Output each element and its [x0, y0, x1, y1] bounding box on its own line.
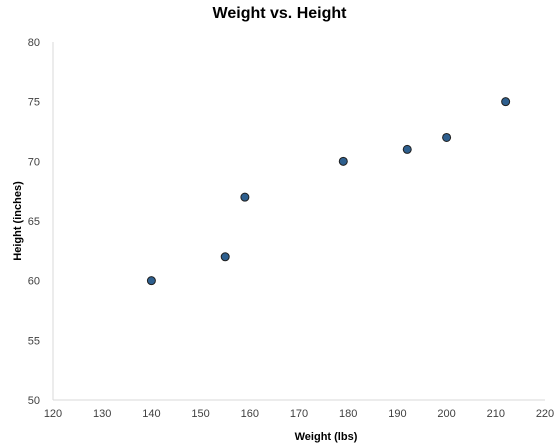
data-point [501, 97, 511, 107]
data-point [240, 192, 250, 202]
data-point [146, 276, 156, 286]
y-axis-title: Height (inches) [12, 181, 24, 261]
x-tick-label: 210 [487, 408, 505, 420]
x-tick-label: 150 [191, 408, 209, 420]
x-tick-label: 170 [290, 408, 308, 420]
y-tick-label: 60 [28, 276, 40, 288]
data-points [146, 97, 511, 286]
y-tick-label: 50 [28, 395, 40, 407]
y-tick-label: 65 [28, 216, 40, 228]
y-tick-label: 80 [28, 37, 40, 49]
data-point [442, 132, 452, 142]
x-tick-label: 120 [44, 408, 62, 420]
y-tick-label: 55 [28, 335, 40, 347]
x-axis-title: Weight (lbs) [295, 431, 358, 443]
x-tick-label: 180 [339, 408, 357, 420]
data-point [338, 156, 348, 166]
x-tick-label: 190 [388, 408, 406, 420]
x-tick-label: 220 [536, 408, 554, 420]
data-point [220, 252, 230, 262]
axes [52, 42, 545, 401]
y-tick-label: 70 [28, 156, 40, 168]
tick-labels: 50 55 60 65 70 75 80 120 130 140 150 160 170 180 190 20… [28, 37, 554, 420]
y-tick-label: 75 [28, 97, 40, 109]
x-tick-label: 140 [142, 408, 160, 420]
chart-title: Weight vs. Height [212, 5, 347, 22]
x-tick-label: 200 [437, 408, 455, 420]
x-tick-label: 160 [241, 408, 259, 420]
data-point [402, 144, 412, 154]
x-tick-label: 130 [93, 408, 111, 420]
